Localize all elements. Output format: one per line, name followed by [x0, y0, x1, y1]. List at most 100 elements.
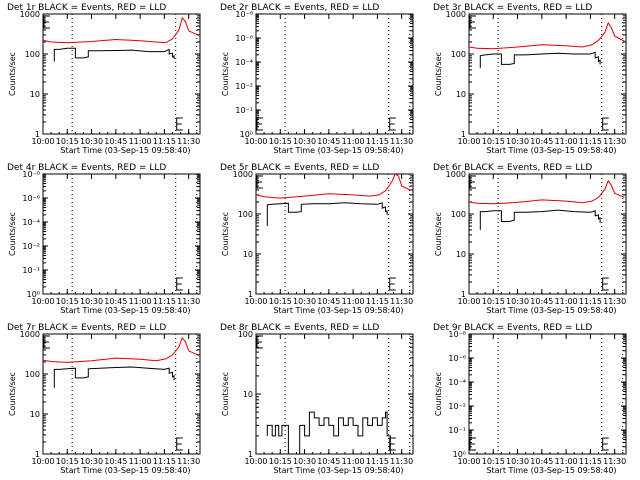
bracket-marker [256, 175, 263, 189]
y-tick-label: 10 [456, 90, 466, 99]
x-tick-label: 11:15 [153, 457, 176, 466]
bracket-marker [43, 335, 50, 349]
x-tick-label: 10:30 [80, 297, 103, 306]
x-tick-label: 11:15 [366, 137, 389, 146]
x-tick-label: 10:15 [56, 457, 79, 466]
y-tick-label: 1 [461, 130, 466, 139]
x-axis-label: Start Time (03-Sep-15 09:58:40) [273, 146, 403, 155]
y-tick-label: 10⁻² [448, 402, 466, 411]
x-tick-label: 11:00 [129, 457, 152, 466]
y-tick-label: 10⁻⁴ [235, 58, 253, 67]
x-tick-label: 10:30 [506, 137, 529, 146]
x-tick-label: 10:30 [506, 457, 529, 466]
y-tick-label: 1 [248, 450, 253, 459]
y-axis-label: Counts/sec [434, 52, 443, 96]
y-tick-label: 1000 [446, 10, 466, 19]
x-tick-label: 10:45 [104, 137, 127, 146]
axes-frame [42, 333, 201, 455]
series-events [266, 202, 388, 226]
series-events [53, 47, 175, 62]
y-tick-label: 1 [35, 130, 40, 139]
axes-frame [42, 173, 201, 295]
x-tick-label: 10:30 [80, 137, 103, 146]
x-tick-label: 10:45 [317, 137, 340, 146]
y-tick-label: 100 [238, 210, 253, 219]
panel-det-6r: Det 6r BLACK = Events, RED = LLD 1 10 100 10… [433, 163, 627, 315]
x-tick-label: 10:00 [457, 297, 480, 306]
x-tick-label: 11:30 [177, 137, 200, 146]
x-tick-label: 10:00 [244, 457, 267, 466]
bracket-marker [176, 117, 183, 131]
y-tick-label: 10⁰ [453, 450, 466, 459]
x-tick-label: 11:15 [579, 297, 602, 306]
y-tick-label: 1 [248, 290, 253, 299]
x-tick-label: 11:00 [342, 457, 365, 466]
axes-frame [468, 13, 627, 135]
y-tick-label: 10⁻² [22, 242, 40, 251]
panel-title: Det 9r BLACK = Events, RED = LLD [433, 323, 592, 333]
x-axis-label: Start Time (03-Sep-15 09:58:40) [486, 146, 616, 155]
y-tick-label: 1 [35, 450, 40, 459]
y-tick-label: 100 [25, 370, 40, 379]
y-tick-label: 10⁻⁶ [235, 34, 253, 43]
bracket-marker [602, 277, 609, 291]
bracket-marker [602, 437, 609, 451]
y-tick-label: 10⁻⁸ [448, 330, 466, 339]
y-tick-label: 100 [451, 210, 466, 219]
x-tick-label: 11:00 [555, 297, 578, 306]
x-tick-label: 11:15 [153, 137, 176, 146]
series-events [266, 411, 391, 455]
y-axis-label: Counts/sec [221, 52, 230, 96]
x-tick-label: 11:30 [603, 457, 626, 466]
x-tick-label: 10:45 [530, 457, 553, 466]
x-tick-label: 11:15 [579, 137, 602, 146]
x-tick-label: 10:00 [244, 137, 267, 146]
y-tick-label: 10 [243, 390, 253, 399]
panel-det-8r: Det 8r BLACK = Events, RED = LLD 1 10 100 10… [220, 323, 414, 475]
x-tick-label: 11:30 [603, 137, 626, 146]
bracket-marker [176, 277, 183, 291]
x-tick-label: 10:45 [530, 297, 553, 306]
panel-det-4r: Det 4r BLACK = Events, RED = LLD 10⁰ 10⁻¹ 1… [7, 163, 201, 315]
panel-title: Det 8r BLACK = Events, RED = LLD [220, 323, 379, 333]
panel-det-7r: Det 7r BLACK = Events, RED = LLD 1 10 100 10… [7, 323, 201, 475]
x-tick-label: 10:45 [317, 457, 340, 466]
y-tick-label: 1000 [233, 170, 253, 179]
bracket-marker [602, 117, 609, 131]
series-lld [42, 336, 199, 363]
y-tick-label: 100 [451, 50, 466, 59]
y-tick-label: 10⁻² [235, 82, 253, 91]
panel-title: Det 4r BLACK = Events, RED = LLD [7, 163, 166, 173]
x-tick-label: 11:30 [390, 297, 413, 306]
axes-frame [42, 13, 201, 135]
series-events [479, 51, 601, 68]
x-axis-label: Start Time (03-Sep-15 09:58:40) [60, 466, 190, 475]
x-tick-label: 11:00 [342, 137, 365, 146]
x-tick-label: 10:15 [482, 457, 505, 466]
y-tick-label: 10 [30, 410, 40, 419]
bracket-marker [256, 117, 263, 131]
x-tick-label: 10:00 [31, 457, 54, 466]
x-axis-label: Start Time (03-Sep-15 09:58:40) [60, 146, 190, 155]
y-tick-label: 10 [456, 250, 466, 259]
bracket-marker [176, 437, 183, 451]
bracket-marker [256, 335, 263, 349]
x-tick-label: 11:00 [129, 297, 152, 306]
y-axis-label: Counts/sec [8, 52, 17, 96]
y-axis-label: Counts/sec [8, 212, 17, 256]
y-axis-label: Counts/sec [221, 372, 230, 416]
series-lld [255, 173, 412, 199]
panel-title: Det 7r BLACK = Events, RED = LLD [7, 323, 166, 333]
y-axis-label: Counts/sec [221, 212, 230, 256]
x-tick-label: 10:00 [31, 297, 54, 306]
y-tick-label: 10 [243, 250, 253, 259]
x-tick-label: 11:15 [366, 297, 389, 306]
x-tick-label: 10:45 [104, 297, 127, 306]
x-tick-label: 10:00 [457, 457, 480, 466]
axes-frame [255, 173, 414, 295]
x-tick-label: 11:30 [390, 137, 413, 146]
y-tick-label: 10⁻⁸ [22, 170, 40, 179]
y-tick-label: 1000 [446, 170, 466, 179]
x-axis-label: Start Time (03-Sep-15 09:58:40) [273, 306, 403, 315]
series-lld [468, 179, 625, 205]
